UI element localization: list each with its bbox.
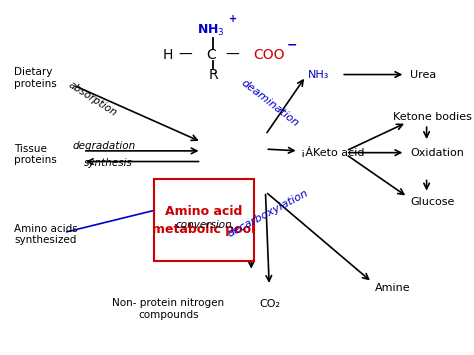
Text: Urea: Urea [410, 70, 436, 80]
Text: Non- protein nitrogen
compounds: Non- protein nitrogen compounds [112, 298, 224, 320]
Text: −: − [286, 39, 297, 51]
Text: —: — [225, 48, 239, 62]
Text: conversion: conversion [175, 220, 232, 230]
FancyBboxPatch shape [154, 179, 254, 261]
Text: Amino acid
metabolic pool: Amino acid metabolic pool [152, 204, 255, 236]
Text: Amino acids
synthesized: Amino acids synthesized [14, 224, 78, 245]
Text: Oxidation: Oxidation [410, 148, 464, 158]
Text: NH₃: NH₃ [308, 70, 329, 80]
Text: NH$_3$: NH$_3$ [197, 23, 225, 38]
Text: ¡ÁKeto acid: ¡ÁKeto acid [301, 147, 365, 158]
Text: +: + [229, 14, 237, 24]
Text: Glucose: Glucose [410, 197, 455, 207]
Text: degradation: degradation [73, 141, 136, 151]
Text: COO: COO [254, 48, 285, 62]
Text: deamination: deamination [239, 77, 301, 129]
Text: Amine: Amine [374, 283, 410, 293]
Text: C: C [206, 48, 216, 62]
Text: H: H [163, 48, 173, 62]
Text: R: R [209, 67, 218, 82]
Text: Dietary
proteins: Dietary proteins [14, 67, 57, 89]
Text: Tissue
proteins: Tissue proteins [14, 144, 57, 165]
Text: CO₂: CO₂ [260, 299, 281, 308]
Text: —: — [178, 48, 192, 62]
Text: synthesis: synthesis [83, 158, 133, 168]
Text: absorption: absorption [66, 80, 118, 119]
Text: Ketone bodies: Ketone bodies [393, 112, 472, 122]
Text: decarboxylation: decarboxylation [226, 187, 310, 239]
